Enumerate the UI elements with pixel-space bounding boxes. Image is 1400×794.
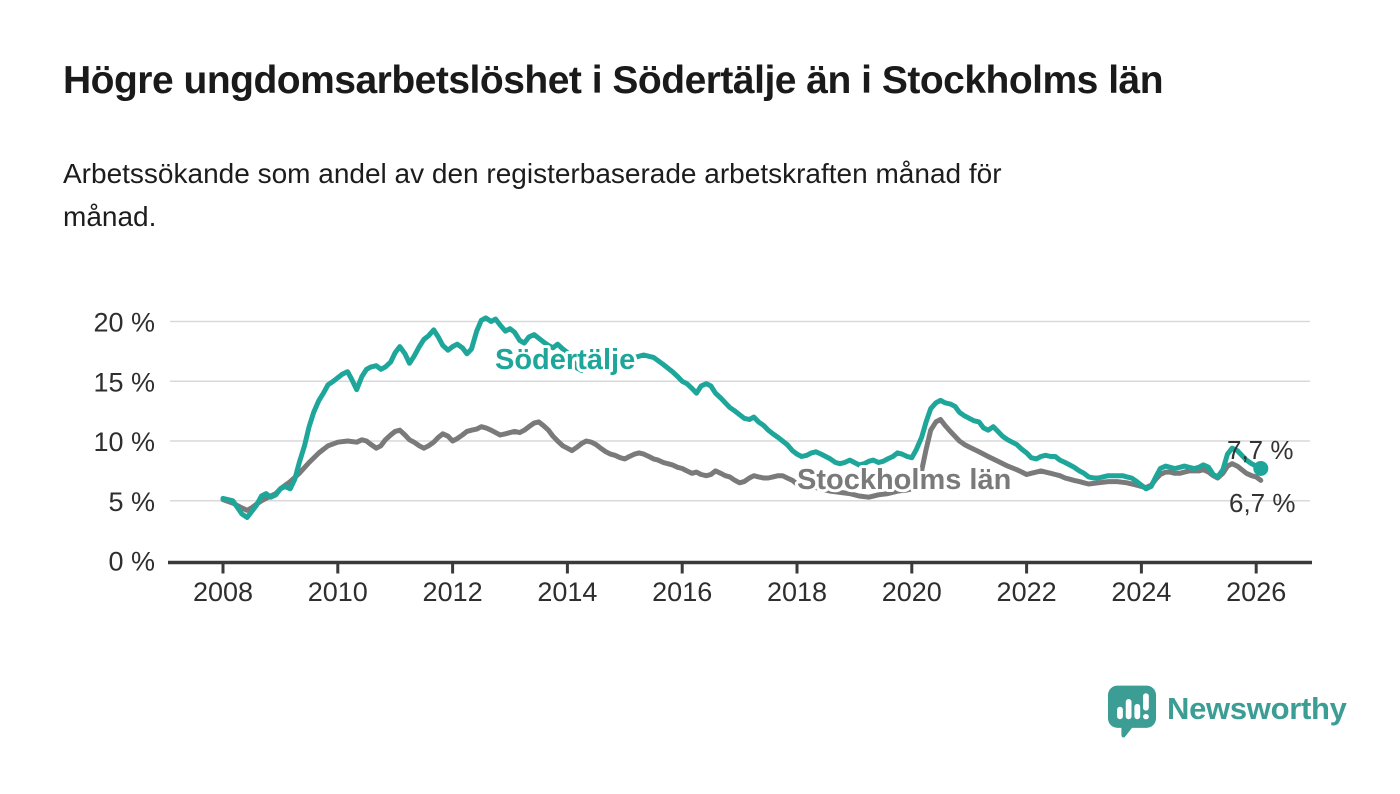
end-value-label-stockholms-lan: 6,7 % bbox=[1229, 488, 1296, 518]
logo-exclamation-dot-icon bbox=[1143, 713, 1149, 720]
y-axis-tick-label: 10 % bbox=[93, 427, 155, 457]
x-axis-tick-label: 2014 bbox=[537, 577, 597, 607]
x-axis-tick-label: 2010 bbox=[308, 577, 368, 607]
logo-bar-icon bbox=[1134, 703, 1141, 720]
newsworthy-wordmark: Newsworthy bbox=[1167, 691, 1347, 726]
x-axis-tick-label: 2026 bbox=[1226, 577, 1286, 607]
series-line-sodertalje bbox=[220, 315, 1264, 520]
y-axis-tick-label: 15 % bbox=[93, 367, 155, 397]
x-axis-tick-label: 2012 bbox=[423, 577, 483, 607]
end-value-label-sodertalje: 7,7 % bbox=[1227, 435, 1294, 465]
y-axis-tick-label: 0 % bbox=[108, 547, 155, 577]
y-axis-tick-label: 5 % bbox=[108, 487, 155, 517]
logo-bar-icon bbox=[1117, 706, 1123, 720]
y-axis-tick-label: 20 % bbox=[93, 308, 155, 338]
logo-bar-icon bbox=[1125, 699, 1132, 720]
x-axis-tick-label: 2024 bbox=[1111, 577, 1171, 607]
x-axis-tick-label: 2020 bbox=[882, 577, 942, 607]
chart-subtitle: Arbetssökande som andel av den registerb… bbox=[63, 158, 1002, 233]
x-axis-tick-label: 2008 bbox=[193, 577, 253, 607]
series-line-stockholms-lan bbox=[220, 417, 1264, 513]
x-axis-tick-label: 2016 bbox=[652, 577, 712, 607]
x-axis-tick-label: 2022 bbox=[997, 577, 1057, 607]
latest-value-dot-sodertalje bbox=[1253, 460, 1269, 476]
logo-speech-bubble bbox=[1107, 685, 1157, 738]
series-label-stockholms-lan: Stockholms län bbox=[797, 464, 1011, 496]
newsworthy-logo: Newsworthy bbox=[1107, 684, 1347, 741]
line-chart: 0 % 5 % 10 % 15 % 20 % 2008 2010 2012 2014 2016 20… bbox=[93, 308, 1312, 607]
logo-exclamation-stem-icon bbox=[1143, 693, 1149, 711]
x-axis-tick-label: 2018 bbox=[767, 577, 827, 607]
newsworthy-logo-icon bbox=[1107, 685, 1157, 738]
page-title: Högre ungdomsarbetslöshet i Södertälje ä… bbox=[63, 59, 1164, 102]
series-label-sodertalje: Södertälje bbox=[495, 344, 635, 376]
